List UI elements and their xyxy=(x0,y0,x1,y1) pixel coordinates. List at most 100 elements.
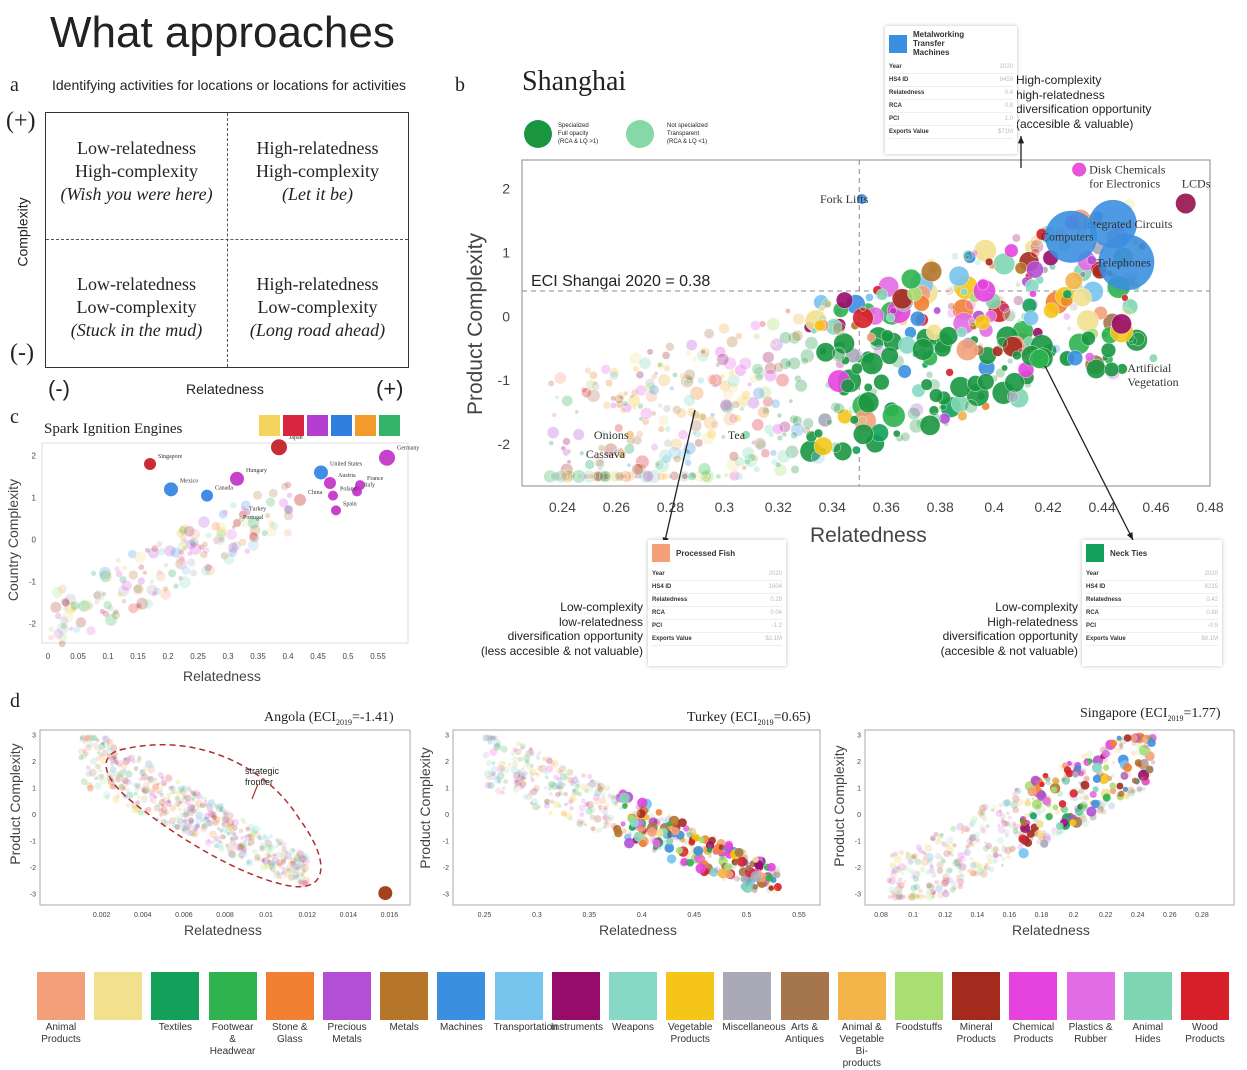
y-tick-label: 0 xyxy=(445,812,449,819)
product-point xyxy=(593,789,602,797)
product-point xyxy=(297,878,303,884)
country-point xyxy=(178,526,188,535)
product-point xyxy=(571,776,579,784)
product-point xyxy=(290,857,297,864)
product-point xyxy=(693,855,701,863)
product-point xyxy=(1104,763,1109,768)
country-point xyxy=(176,529,185,538)
card-metalworking: Metalworking Transfer Machines Year 2020 H… xyxy=(885,26,1017,154)
product-point xyxy=(548,791,553,797)
product-point xyxy=(181,825,188,832)
product-point xyxy=(736,856,748,867)
country-point-labeled xyxy=(379,449,395,466)
strategic-frontier-label: strategic frontier xyxy=(245,766,279,788)
product-point xyxy=(176,817,184,824)
x-tick-label: 0.15 xyxy=(130,652,146,661)
product-point xyxy=(171,823,177,829)
card-row: Year 2020 xyxy=(1086,568,1218,581)
country-label: Mexico xyxy=(180,478,198,484)
product-point xyxy=(199,802,206,808)
product-point xyxy=(184,794,192,802)
product-point xyxy=(739,406,745,412)
product-point xyxy=(1111,313,1132,335)
card-row: RCA 0.04 xyxy=(652,607,782,620)
x-tick-label: 0.002 xyxy=(93,912,111,919)
product-point xyxy=(905,851,910,855)
product-point xyxy=(833,402,845,415)
product-point xyxy=(1023,310,1039,326)
panel-letter-d: d xyxy=(10,690,20,712)
product-point xyxy=(210,840,214,844)
product-point xyxy=(599,797,607,805)
product-point xyxy=(892,851,898,857)
product-point xyxy=(893,429,901,438)
quad-divider-h xyxy=(46,239,408,240)
product-point xyxy=(561,472,568,479)
product-point xyxy=(183,812,190,819)
product-point xyxy=(615,400,625,409)
product-point xyxy=(261,858,266,862)
product-point xyxy=(683,369,696,381)
product-point xyxy=(923,854,929,860)
product-point xyxy=(299,864,307,872)
country-point xyxy=(170,547,181,558)
y-tick-label: -3 xyxy=(443,892,449,899)
country-point xyxy=(117,591,123,597)
product-point xyxy=(774,463,787,477)
product-point xyxy=(281,846,286,851)
product-point xyxy=(581,819,586,824)
product-point xyxy=(690,410,700,420)
legend-item: Foodstuffs xyxy=(894,972,944,1034)
country-point xyxy=(114,566,120,572)
product-point xyxy=(950,853,954,857)
x-tick-label: 0.42 xyxy=(1034,499,1061,515)
product-point xyxy=(271,861,278,868)
country-point xyxy=(121,580,132,591)
country-point xyxy=(163,588,170,594)
country-point xyxy=(248,539,260,551)
product-point xyxy=(574,409,579,415)
product-point xyxy=(1063,778,1067,782)
product-point xyxy=(299,879,305,886)
product-point xyxy=(887,895,892,899)
country-point xyxy=(241,506,246,511)
turkey-ylabel: Product Complexity xyxy=(417,747,433,869)
product-point xyxy=(189,804,196,810)
product-point xyxy=(226,832,231,836)
product-point xyxy=(294,863,301,870)
product-point xyxy=(118,772,125,779)
product-point xyxy=(520,746,525,751)
category-icon xyxy=(307,415,328,436)
x-tick-label: 0.22 xyxy=(1099,912,1113,919)
card-row-label: HS4 ID xyxy=(1086,584,1106,590)
product-point xyxy=(257,834,264,841)
y-tick-label: 2 xyxy=(445,759,449,766)
product-point xyxy=(680,837,685,843)
product-point xyxy=(273,853,277,857)
product-point xyxy=(115,777,121,784)
product-point xyxy=(1048,812,1054,817)
product-point xyxy=(964,254,970,260)
product-point xyxy=(1042,797,1051,806)
product-point xyxy=(733,414,742,423)
product-point xyxy=(579,822,585,828)
product-point xyxy=(880,346,899,365)
product-point xyxy=(218,845,225,852)
card-row-value: 0.88 xyxy=(1206,610,1218,616)
card-row-value: 6215 xyxy=(1204,584,1218,590)
product-point xyxy=(167,799,171,803)
product-point xyxy=(946,876,954,884)
product-point xyxy=(901,268,922,290)
arrow-to-ties-card-head xyxy=(1126,532,1133,540)
product-point xyxy=(184,799,191,805)
country-point xyxy=(286,492,293,499)
country-point xyxy=(93,590,105,601)
product-point xyxy=(489,736,494,740)
product-point xyxy=(546,757,553,765)
product-point xyxy=(1081,818,1090,827)
x-tick-label: 0.2 xyxy=(162,652,174,661)
country-point xyxy=(143,599,154,609)
x-tick-label: 0.4 xyxy=(637,912,647,919)
x-tick-label: 0.16 xyxy=(1003,912,1017,919)
